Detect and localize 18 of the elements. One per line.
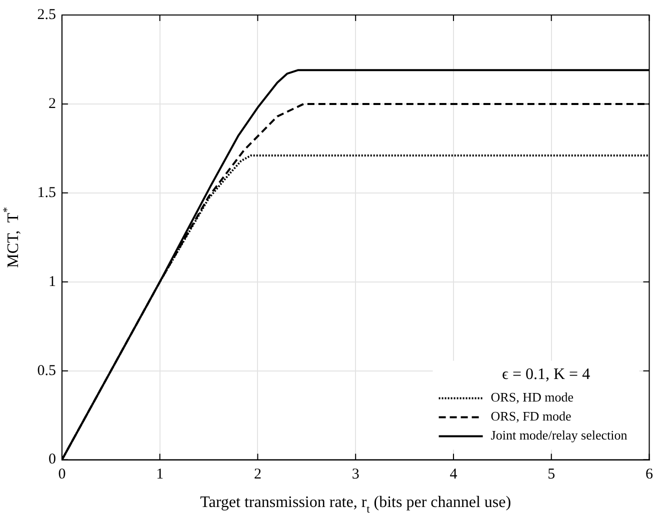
x-tick-label: 4 — [450, 466, 458, 483]
x-tick-label: 3 — [352, 466, 360, 483]
y-tick-label: 0.5 — [37, 362, 56, 379]
x-tick-label: 2 — [254, 466, 262, 483]
legend-label: ORS, FD mode — [490, 408, 572, 424]
y-tick-label: 2.5 — [37, 6, 56, 23]
y-tick-label: 2 — [48, 96, 56, 112]
x-tick-label: 1 — [156, 466, 164, 483]
y-tick-label: 1 — [48, 274, 56, 290]
legend-label: ORS, HD mode — [490, 390, 574, 405]
x-tick-label: 5 — [548, 466, 556, 483]
legend-label: Joint mode/relay selection — [490, 428, 628, 443]
legend-title: ϵ = 0.1, K = 4 — [502, 366, 590, 384]
x-tick-label: 6 — [646, 466, 654, 483]
x-tick-label: 0 — [58, 466, 66, 483]
y-tick-label: 0 — [48, 452, 56, 468]
y-tick-label: 1.5 — [37, 184, 56, 201]
y-axis-title: MCT, T* — [2, 206, 22, 268]
